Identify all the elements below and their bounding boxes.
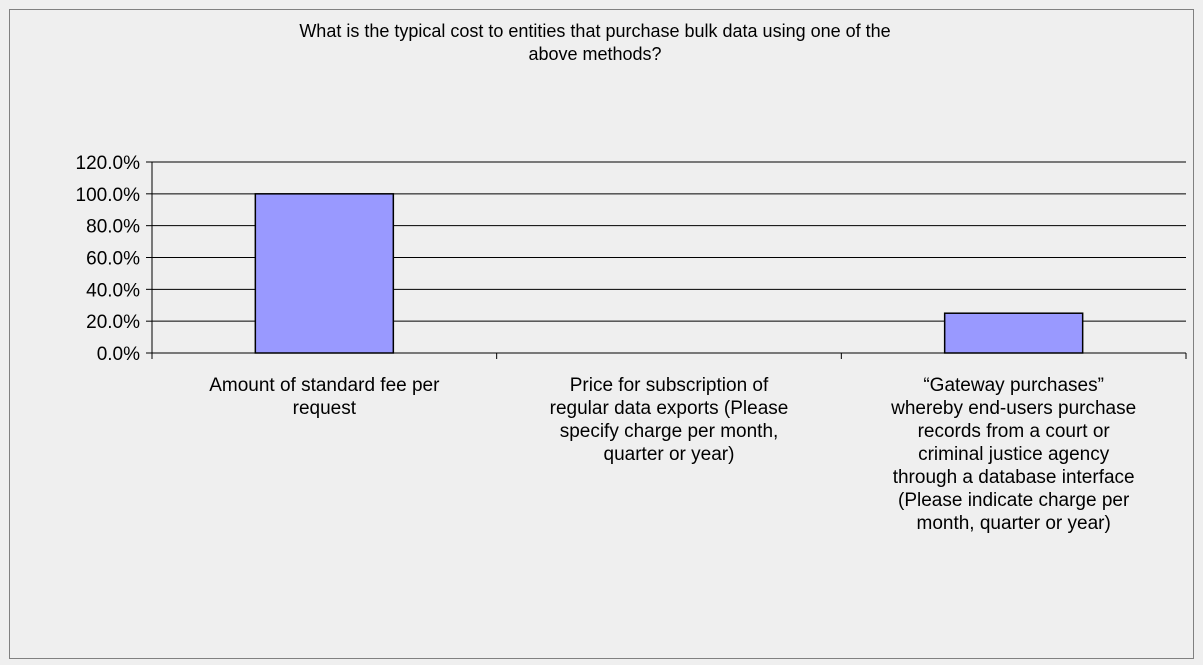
x-category-label-line: Amount of standard fee per <box>209 375 440 396</box>
y-tick-label: 20.0% <box>86 312 140 333</box>
x-category-label-line: Price for subscription of <box>569 375 769 396</box>
chart-title-line: What is the typical cost to entities tha… <box>299 21 891 41</box>
x-category-label-line: whereby end-users purchase <box>891 398 1137 419</box>
x-category-label-line: request <box>292 398 357 419</box>
y-tick-label: 120.0% <box>76 153 141 174</box>
x-category-label-line: regular data exports (Please <box>549 398 789 419</box>
x-category-label-line: month, quarter or year) <box>916 513 1111 534</box>
x-category-label-line: “Gateway purchases” <box>923 375 1104 396</box>
bar <box>254 193 395 354</box>
y-tick-label: 40.0% <box>86 280 140 301</box>
y-tick-label: 0.0% <box>97 344 140 365</box>
chart-title: What is the typical cost to entities tha… <box>120 20 1070 66</box>
x-category-label-line: quarter or year) <box>603 444 735 465</box>
x-category-label: Amount of standard fee per request <box>152 374 496 420</box>
x-category-label-line: criminal justice agency <box>918 444 1110 465</box>
y-tick-label: 100.0% <box>76 185 141 206</box>
y-tick-label: 60.0% <box>86 249 140 270</box>
y-tick-label: 80.0% <box>86 217 140 238</box>
x-category-label-line: (Please indicate charge per <box>898 490 1130 511</box>
chart-title-line: above methods? <box>528 44 662 64</box>
x-category-label-line: through a database interface <box>892 467 1135 488</box>
x-category-label-line: specify charge per month, <box>559 421 779 442</box>
x-category-label: “Gateway purchases” whereby end-users pur… <box>842 374 1186 535</box>
bar <box>943 312 1084 354</box>
x-category-label: Price for subscription of regular data ex… <box>497 374 841 466</box>
x-category-label-line: records from a court or <box>917 421 1110 442</box>
